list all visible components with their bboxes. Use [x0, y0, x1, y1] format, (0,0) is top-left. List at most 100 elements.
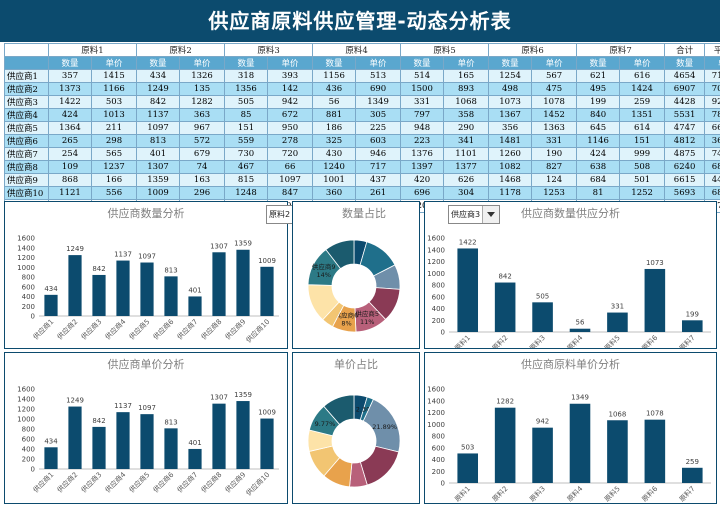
table-cell: 318	[224, 69, 269, 83]
data-label: 505	[536, 292, 549, 300]
table-cell: 1364	[48, 121, 92, 135]
price-share-chart: 2.30% 21.89% 9.77%	[307, 394, 401, 488]
table-cell: 681.29	[704, 186, 720, 200]
x-tick-label: 原料4	[565, 333, 585, 348]
table-cell: 151	[619, 134, 666, 148]
chevron-down-icon[interactable]	[482, 206, 499, 223]
qty-header: 数量	[400, 56, 445, 70]
x-tick-label: 供应商10	[244, 317, 272, 345]
data-label: 1078	[646, 410, 664, 418]
table-row[interactable]: 供应商5 1364 211 1097 967 151 950 186 225 948 290 356 1…	[4, 121, 720, 135]
bar	[212, 252, 226, 316]
table-cell: 4747	[664, 121, 706, 135]
table-cell: 567	[531, 69, 578, 83]
bar	[188, 296, 202, 316]
price-header: 单价	[179, 56, 226, 70]
table-cell: 1097	[136, 121, 181, 135]
table-cell: 514	[400, 69, 445, 83]
y-tick-label: 400	[432, 305, 445, 313]
table-cell: 787.71	[704, 108, 720, 122]
table-cell: 797	[400, 108, 445, 122]
bar	[260, 418, 274, 469]
bar	[140, 262, 154, 316]
y-tick-label: 1600	[427, 235, 445, 243]
x-tick-label: 供应商5	[127, 317, 151, 341]
table-cell: 1282	[179, 95, 226, 109]
x-tick-label: 原料4	[565, 484, 585, 503]
table-cell: 151	[224, 121, 269, 135]
table-cell: 893	[443, 82, 490, 96]
table-cell: 341	[443, 134, 490, 148]
material-header: 原料6	[488, 43, 578, 57]
table-row[interactable]: 供应商10 1121 556 1009 296 1248 847 360 261 696 304 11…	[4, 186, 720, 200]
data-label: 199	[686, 310, 699, 318]
table-cell: 4875	[664, 147, 706, 161]
table-cell: 434	[136, 69, 181, 83]
table-row[interactable]: 供应商8 109 1237 1307 74 467 66 1240 717 1397 1377 108…	[4, 160, 720, 174]
x-tick-label: 供应商2	[55, 470, 79, 494]
y-tick-label: 1200	[427, 258, 445, 266]
table-cell: 559	[224, 134, 269, 148]
table-cell: 503	[90, 95, 138, 109]
table-cell: 6615	[664, 173, 706, 187]
table-cell: 305	[355, 108, 402, 122]
table-row[interactable]: 供应商4 424 1013 1137 363 85 672 881 305 797 358 1367 1…	[4, 108, 720, 122]
supplier-name: 供应商6	[4, 134, 49, 148]
qty-header: 数量	[488, 56, 533, 70]
slice-label: 11%	[360, 318, 374, 326]
table-row[interactable]: 供应商1 357 1415 434 1326 318 393 1156 513 514 165 125…	[4, 69, 720, 83]
table-cell: 1367	[488, 108, 533, 122]
y-tick-label: 1200	[427, 409, 445, 417]
y-tick-label: 1000	[17, 416, 35, 424]
bar	[44, 294, 58, 316]
table-cell: 1240	[312, 160, 357, 174]
table-cell: 1481	[488, 134, 533, 148]
table-cell: 1252	[619, 186, 666, 200]
data-label: 259	[686, 458, 699, 466]
slice-label: 14%	[316, 271, 330, 279]
table-row[interactable]: 供应商3 1422 503 842 1282 505 942 56 1349 331 1068 107…	[4, 95, 720, 109]
table-cell: 420	[400, 173, 445, 187]
bar	[68, 255, 82, 316]
data-label: 1282	[496, 398, 514, 406]
supplier-selector[interactable]: 供应商3	[448, 205, 500, 224]
material-header: 原料3	[224, 43, 314, 57]
table-cell: 265	[48, 134, 92, 148]
table-cell: 840	[576, 108, 621, 122]
table-cell: 1068	[443, 95, 490, 109]
material-header: 原料1	[47, 43, 138, 57]
bar	[164, 428, 178, 469]
material-header: 原料4	[312, 43, 402, 57]
slice-label: 21.89%	[372, 423, 397, 431]
table-cell: 556	[90, 186, 138, 200]
price-header: 单价	[531, 56, 578, 70]
data-label: 942	[536, 418, 549, 426]
bar	[260, 266, 274, 316]
qty-analysis-title: 供应商数量分析	[107, 207, 185, 220]
table-cell: 1178	[488, 186, 533, 200]
table-cell: 999	[619, 147, 666, 161]
table-row[interactable]: 供应商7 254 565 401 679 730 720 430 946 1376 1101 1260…	[4, 147, 720, 161]
x-tick-label: 原料2	[490, 484, 509, 503]
table-row[interactable]: 供应商2 1373 1166 1249 135 1356 142 436 690 1500 893 4…	[4, 82, 720, 96]
page-title: 供应商原料供应管理-动态分析表	[0, 0, 720, 42]
table-cell: 4428	[664, 95, 706, 109]
table-cell: 142	[267, 82, 314, 96]
bar	[494, 282, 516, 332]
table-cell: 495	[576, 82, 621, 96]
table-row[interactable]: 供应商9 868 166 1359 163 815 1097 1001 437 420 626 146…	[4, 173, 720, 187]
table-cell: 360	[312, 186, 357, 200]
bar	[532, 302, 553, 332]
x-tick-label: 供应商3	[79, 317, 103, 341]
table-cell: 467	[224, 160, 269, 174]
data-label: 1249	[66, 397, 84, 405]
y-tick-label: 600	[22, 436, 35, 444]
bar	[457, 453, 479, 483]
material-header: 原料2	[136, 43, 226, 57]
data-label: 1307	[210, 394, 228, 402]
table-cell: 1363	[531, 121, 578, 135]
x-tick-label: 原料5	[602, 484, 621, 503]
table-row[interactable]: 供应商6 265 298 813 572 559 278 325 603 223 341 1481 33…	[4, 134, 720, 148]
x-tick-label: 供应商1	[31, 470, 55, 494]
table-cell: 331	[531, 134, 578, 148]
